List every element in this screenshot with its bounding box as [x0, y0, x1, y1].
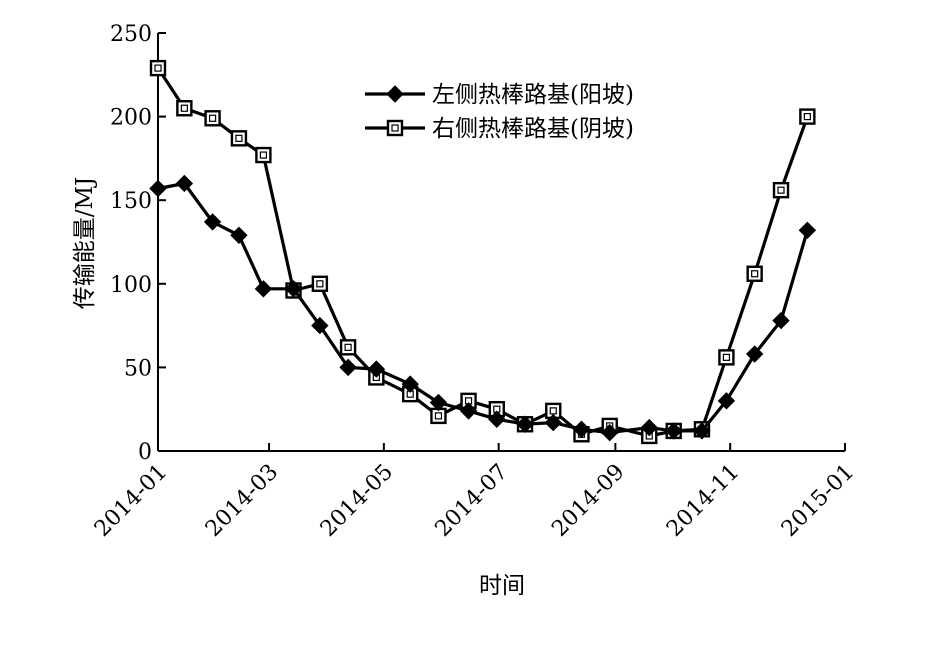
- y-tick-label: 200: [110, 106, 152, 131]
- data-point: [401, 375, 419, 393]
- data-point: [459, 402, 478, 420]
- y-tick-label: 150: [110, 189, 152, 214]
- y-tick-label: 0: [138, 440, 152, 465]
- data-point: [311, 316, 329, 335]
- data-point: [640, 418, 658, 437]
- data-point: [175, 174, 194, 193]
- data-point: [665, 422, 683, 440]
- data-point: [717, 392, 736, 410]
- legend-label: 左侧热棒路基(阳坡): [432, 82, 634, 108]
- x-tick-label: 2014-07: [431, 460, 513, 542]
- y-tick-label: 250: [110, 22, 152, 47]
- data-point: [255, 146, 272, 164]
- legend-item: 左侧热棒路基(阳坡): [365, 82, 634, 108]
- data-point: [693, 422, 711, 440]
- data-point: [203, 213, 222, 231]
- y-tick-label: 100: [110, 273, 152, 298]
- x-tick-label: 2014-01: [90, 460, 172, 542]
- data-point: [572, 420, 591, 438]
- data-point: [149, 59, 167, 77]
- series-layer: [149, 59, 817, 445]
- data-point: [772, 181, 790, 199]
- x-tick-label: 2014-03: [201, 460, 283, 542]
- legend-marker: [386, 119, 404, 137]
- data-point: [746, 265, 763, 282]
- data-point: [339, 358, 357, 377]
- data-point: [799, 108, 816, 125]
- data-point: [176, 100, 193, 117]
- data-point: [204, 110, 221, 127]
- data-point: [311, 275, 329, 292]
- data-point: [149, 179, 167, 198]
- x-axis-title: 时间: [479, 573, 525, 599]
- legend-item: 右侧热棒路基(阴坡): [365, 116, 634, 142]
- legend: 左侧热棒路基(阳坡) 右侧热棒路基(阴坡): [365, 82, 634, 142]
- data-point: [488, 410, 506, 428]
- data-point: [601, 423, 619, 442]
- x-tick-label: 2014-11: [662, 460, 744, 542]
- data-point: [798, 221, 817, 240]
- data-point: [230, 226, 248, 245]
- data-point: [367, 360, 386, 378]
- data-point: [745, 345, 764, 363]
- data-point: [230, 130, 248, 147]
- data-point: [544, 413, 562, 432]
- x-tick-label: 2014-09: [547, 460, 629, 542]
- series-line: [157, 181, 809, 435]
- data-point: [429, 393, 448, 412]
- data-point: [339, 339, 357, 356]
- legend-marker: [386, 85, 404, 103]
- x-tick-label: 2015-01: [777, 460, 859, 542]
- series-left-sunny-slope: [149, 174, 817, 442]
- y-tick-label: 50: [124, 356, 152, 381]
- x-tick-label: 2014-05: [316, 460, 398, 542]
- data-point: [254, 280, 273, 298]
- data-point: [516, 415, 534, 433]
- data-point: [284, 280, 303, 298]
- data-point: [718, 349, 735, 366]
- legend-label: 右侧热棒路基(阴坡): [432, 116, 634, 142]
- y-axis-title: 传输能量/MJ: [72, 177, 98, 310]
- data-point: [772, 311, 790, 330]
